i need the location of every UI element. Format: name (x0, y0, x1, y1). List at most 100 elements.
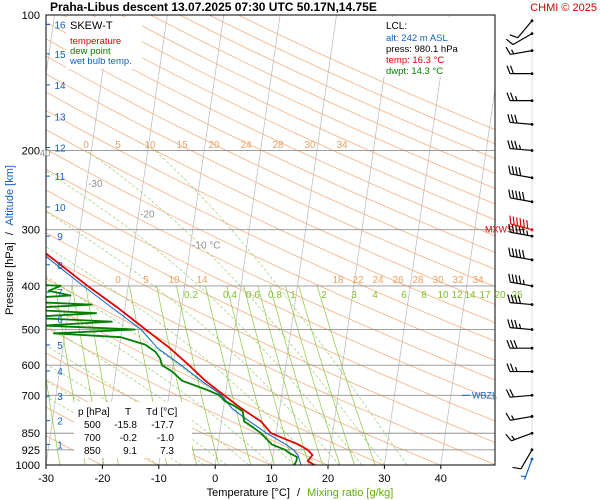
barb-station-dot (530, 19, 534, 23)
wbzl-label: WBZL (472, 390, 497, 400)
lcl-press: press: 980.1 hPa (386, 44, 459, 55)
barb-station-dot (530, 49, 534, 53)
mixing-ratio-label: 3 (351, 290, 357, 301)
x-tick-label: -30 (38, 473, 54, 485)
barb-feather (513, 339, 518, 349)
barb-feather (512, 216, 515, 225)
barb-staff (510, 223, 533, 231)
barb-staff (510, 281, 533, 287)
axis-layer: 1002003004005006007008509251000123456789… (16, 10, 523, 485)
table-cell: 850 (84, 446, 101, 457)
barb-staff (510, 173, 533, 179)
barb-station-dot (530, 149, 534, 152)
dry-adiabat-label: 24 (240, 140, 252, 151)
pressure-tick-label: 600 (22, 360, 40, 372)
lcl-title: LCL: (386, 21, 407, 32)
altitude-tick-label: 7 (57, 288, 63, 299)
barb-staff (510, 255, 533, 261)
moist-adiabat-label: 26 (392, 275, 404, 286)
x-tick-label: 20 (322, 473, 334, 485)
dry-adiabat (46, 38, 495, 253)
wind-barb (506, 65, 534, 76)
wind-barb (512, 448, 534, 470)
mixing-ratio-label: 14 (464, 290, 476, 301)
barb-feather (518, 191, 522, 200)
table-cell: -0.2 (120, 433, 138, 444)
x-axis-title-2: Mixing ratio [g/kg] (307, 487, 393, 499)
barb-half-feather (510, 49, 515, 55)
moist-adiabat-label: 30 (432, 275, 444, 286)
moist-adiabat-label: 22 (352, 275, 364, 286)
moist-adiabat-label: 18 (332, 275, 344, 286)
pressure-tick-label: 500 (22, 325, 40, 337)
altitude-tick-label: 14 (54, 81, 66, 92)
barb-feather (505, 38, 514, 46)
wind-barb (506, 92, 534, 103)
barb-feather (508, 189, 511, 199)
barb-staff (510, 50, 533, 56)
mixing-ratio-label: 2 (321, 290, 327, 301)
barb-staff (523, 458, 533, 480)
series-temperature-line (46, 252, 315, 465)
moist-adiabat-label: 34 (472, 275, 484, 286)
isotherm-label: -30 (88, 179, 103, 190)
barb-feather (518, 249, 522, 258)
dry-adiabat (91, 15, 495, 205)
x-tick-label: 40 (435, 473, 447, 485)
mixing-ratio-label: 12 (451, 290, 463, 301)
pressure-tick-label: 400 (22, 281, 40, 293)
barb-feather (514, 140, 518, 150)
barb-feather (508, 273, 511, 283)
levels-table: p [hPa] T Td [°C] 500 -15.8 -17.7 700 -0… (74, 402, 192, 458)
barb-station-dot (530, 72, 534, 76)
barb-feather (515, 274, 518, 284)
table-cell: -15.8 (114, 420, 137, 431)
mxws-label: MXWS (485, 225, 513, 235)
dry-adiabat (46, 168, 495, 381)
dry-adiabat-label: 30 (304, 140, 316, 151)
barb-feather (505, 433, 512, 442)
x-axis-label: Temperature [°C] / Mixing ratio [g/kg] (207, 487, 394, 499)
barb-feather (511, 166, 515, 175)
barb-feather (519, 218, 522, 227)
dry-adiabat (46, 189, 495, 401)
dry-adiabat (46, 210, 495, 422)
wind-barb (508, 165, 534, 180)
dry-adiabat-label: 28 (272, 140, 284, 151)
barb-station-dot (530, 415, 534, 418)
isotherm (271, 15, 337, 465)
barb-station-dot (530, 284, 534, 288)
chart-title: Praha-Libus descent 13.07.2025 07:30 UTC… (50, 0, 377, 14)
barb-feather (509, 215, 512, 225)
moist-adiabat-label: 10 (168, 275, 180, 286)
isotherm (46, 15, 112, 465)
wind-barb (507, 114, 534, 126)
barb-staff (510, 302, 533, 306)
altitude-tick-label: 15 (54, 50, 66, 61)
barb-feather (508, 223, 511, 233)
barb-half-feather (526, 230, 529, 236)
y-axis-title-2: Altitude [km] (4, 165, 16, 226)
mixing-ratio-label: 0.8 (268, 290, 282, 301)
barb-feather (510, 114, 515, 123)
altitude-tick-label: 8 (57, 261, 63, 272)
table-header-td: Td [°C] (146, 407, 177, 418)
table-cell: 500 (84, 420, 101, 431)
moist-adiabat-label: 14 (196, 275, 208, 286)
barb-feather (508, 165, 511, 175)
dry-adiabat-label: 10 (144, 140, 156, 151)
dry-adiabat (46, 91, 495, 305)
barb-staff (520, 449, 533, 470)
barb-station-dot (530, 393, 534, 397)
barb-station-dot (530, 99, 534, 103)
series-wet-bulb-temp--line (46, 255, 302, 465)
dry-adiabat-label: 0 (83, 140, 89, 151)
legend-item-dew-point: dew point (70, 46, 111, 57)
barb-feather (514, 294, 518, 304)
wind-barb (505, 388, 534, 398)
table-cell: -17.7 (151, 420, 174, 431)
altitude-tick-label: 1 (57, 440, 63, 451)
barb-station-dot (530, 328, 534, 331)
barb-half-feather (522, 279, 525, 285)
wind-barb (520, 457, 534, 480)
